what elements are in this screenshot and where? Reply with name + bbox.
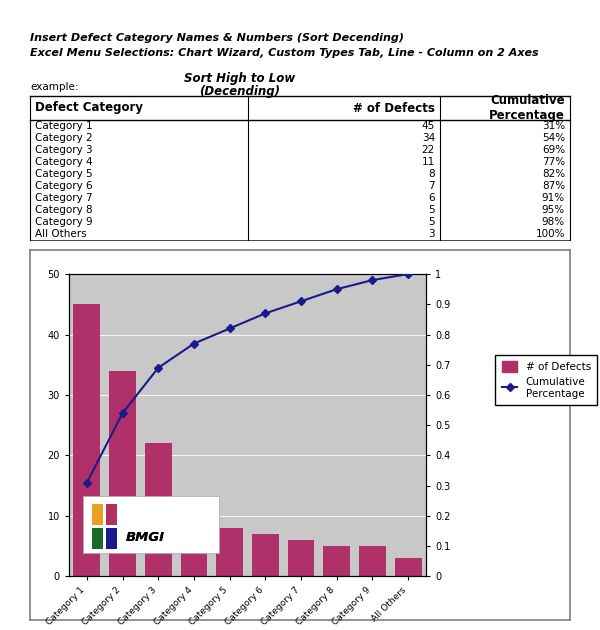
Bar: [92, 528, 103, 549]
Bar: [395, 558, 422, 576]
Text: 87%: 87%: [542, 181, 565, 191]
Bar: [323, 546, 350, 576]
Text: 45: 45: [422, 121, 435, 131]
Text: 69%: 69%: [542, 145, 565, 155]
Text: Category 6: Category 6: [35, 181, 92, 191]
Text: 31%: 31%: [542, 121, 565, 131]
Bar: [181, 510, 208, 576]
Text: 98%: 98%: [542, 217, 565, 227]
Text: Category 9: Category 9: [35, 217, 92, 227]
Text: # of Defects: # of Defects: [353, 101, 435, 115]
Bar: [92, 504, 103, 525]
Bar: [145, 444, 172, 576]
Text: Category 5: Category 5: [35, 169, 92, 179]
Bar: [106, 504, 117, 525]
Bar: [359, 546, 386, 576]
Text: 7: 7: [428, 181, 435, 191]
Text: BMGI: BMGI: [126, 530, 165, 544]
Bar: [287, 540, 314, 576]
Bar: [106, 528, 117, 549]
Bar: [106, 504, 117, 525]
Text: Category 7: Category 7: [35, 193, 92, 203]
Text: 77%: 77%: [542, 157, 565, 167]
Text: (Decending): (Decending): [199, 85, 281, 98]
Text: 5: 5: [428, 205, 435, 215]
Legend: # of Defects, Cumulative
Percentage: # of Defects, Cumulative Percentage: [496, 355, 597, 405]
Text: 5: 5: [428, 217, 435, 227]
Text: Category 1: Category 1: [35, 121, 92, 131]
Text: Category 2: Category 2: [35, 133, 92, 143]
Text: Category 8: Category 8: [35, 205, 92, 215]
Text: Defect Category: Defect Category: [35, 101, 143, 115]
Text: Category 4: Category 4: [35, 157, 92, 167]
Text: BMGI: BMGI: [126, 530, 165, 544]
Text: Cumulative
Percentage: Cumulative Percentage: [489, 94, 565, 122]
Bar: [252, 534, 279, 576]
Bar: [73, 304, 100, 576]
Text: 54%: 54%: [542, 133, 565, 143]
Text: 22: 22: [422, 145, 435, 155]
Bar: [216, 528, 243, 576]
Text: 100%: 100%: [536, 229, 565, 239]
Text: All Others: All Others: [35, 229, 86, 239]
Text: 34: 34: [422, 133, 435, 143]
Bar: [92, 504, 103, 525]
Text: 95%: 95%: [542, 205, 565, 215]
Text: 6: 6: [428, 193, 435, 203]
Text: 91%: 91%: [542, 193, 565, 203]
Text: Insert Defect Category Names & Numbers (Sort Decending): Insert Defect Category Names & Numbers (…: [30, 33, 404, 43]
Text: 82%: 82%: [542, 169, 565, 179]
Text: Excel Menu Selections: Chart Wizard, Custom Types Tab, Line - Column on 2 Axes: Excel Menu Selections: Chart Wizard, Cus…: [30, 48, 539, 58]
Text: example:: example:: [30, 82, 79, 92]
Bar: [109, 371, 136, 576]
Text: Category 3: Category 3: [35, 145, 92, 155]
Bar: [92, 528, 103, 549]
Bar: [83, 496, 219, 554]
Text: 11: 11: [422, 157, 435, 167]
Text: 3: 3: [428, 229, 435, 239]
Bar: [106, 528, 117, 549]
Text: 8: 8: [428, 169, 435, 179]
Text: Sort High to Low: Sort High to Low: [184, 72, 296, 85]
